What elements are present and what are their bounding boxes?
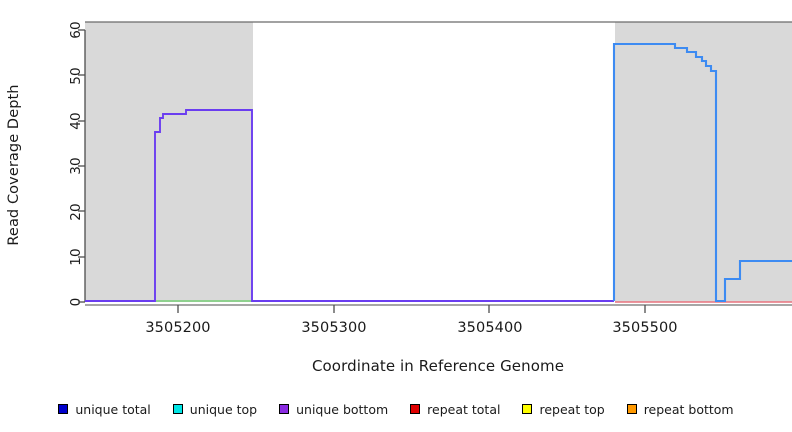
x-axis [85,304,792,313]
x-axis-label: Coordinate in Reference Genome [311,357,565,375]
series-unique-top [612,42,792,303]
legend-swatch-icon [410,404,421,414]
legend-item-unique-bottom[interactable]: unique bottom [279,402,388,417]
legend-swatch-icon [58,404,69,414]
legend-label: unique top [189,401,258,417]
x-tick-label: 3505200 [145,320,211,336]
legend-label: repeat total [427,401,501,417]
legend-swatch-icon [626,404,637,414]
legend-item-repeat-top[interactable]: repeat top [522,401,605,417]
legend-label: unique bottom [296,401,389,417]
legend-item-unique-total[interactable]: unique total [58,401,151,417]
x-tick-label: 3505500 [612,320,678,336]
shaded-region-right [615,22,792,302]
legend-swatch-icon [172,404,183,414]
legend-item-repeat-total[interactable]: repeat total [410,402,500,417]
y-axis [78,29,86,303]
shaded-regions [85,22,792,302]
legend-item-unique-top[interactable]: unique top [172,401,258,417]
legend-item-repeat-bottom[interactable]: repeat bottom [626,401,734,417]
shaded-region-left [85,22,253,302]
legend-swatch-icon [522,404,533,414]
legend-label: repeat top [539,401,605,417]
series-unique-bottom [85,109,614,302]
legend-label: unique total [75,401,151,417]
x-tick-label: 3505300 [301,320,367,336]
legend-swatch-icon [279,404,290,414]
x-tick-label: 3505400 [457,320,523,336]
legend-label: repeat bottom [643,401,734,417]
legend: unique total unique top unique bottom re… [0,398,792,420]
